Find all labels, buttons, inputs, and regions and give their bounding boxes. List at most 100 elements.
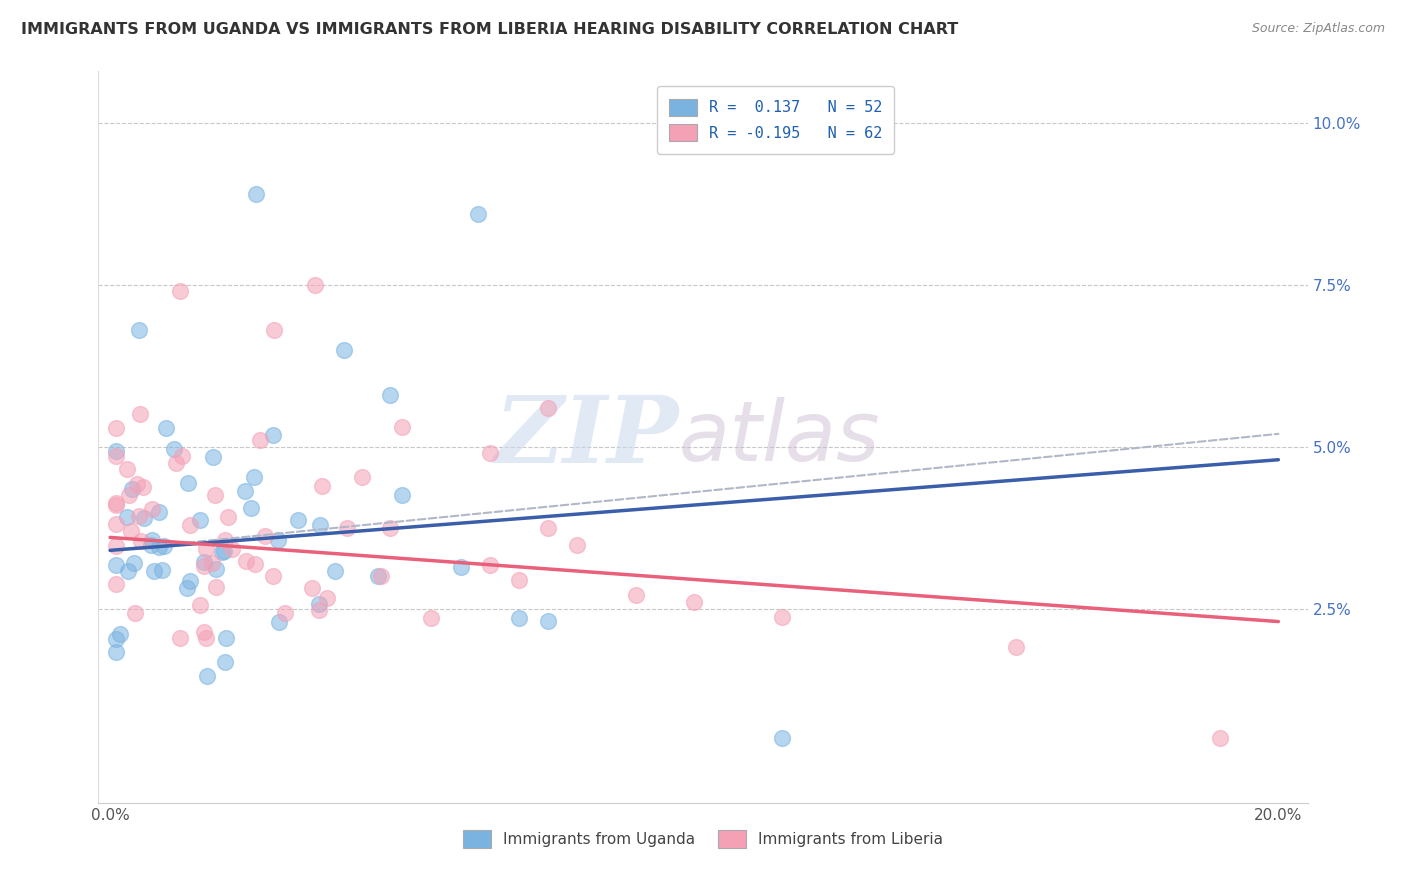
Point xyxy=(567,538,589,552)
Point xyxy=(267,615,290,629)
Point xyxy=(332,343,354,357)
Point xyxy=(165,457,187,471)
Point xyxy=(478,446,501,460)
Point xyxy=(104,558,127,573)
Point xyxy=(143,564,166,578)
Point xyxy=(204,580,226,594)
Point xyxy=(170,450,193,464)
Point xyxy=(169,631,191,645)
Point xyxy=(104,516,127,531)
Point xyxy=(308,597,330,611)
Point xyxy=(201,450,224,465)
Point xyxy=(263,323,285,337)
Point xyxy=(120,524,142,539)
Point xyxy=(104,645,127,659)
Point xyxy=(204,488,226,502)
Point xyxy=(188,598,211,612)
Point xyxy=(104,539,127,553)
Point xyxy=(254,529,277,543)
Point xyxy=(197,669,219,683)
Point xyxy=(304,277,326,292)
Point xyxy=(163,442,186,457)
Point xyxy=(155,421,177,435)
Point xyxy=(176,476,198,491)
Point xyxy=(311,479,333,493)
Point xyxy=(169,285,191,299)
Point xyxy=(217,510,239,524)
Point xyxy=(115,509,138,524)
Point xyxy=(243,469,266,483)
Point xyxy=(201,556,224,570)
Point xyxy=(336,521,359,535)
Point xyxy=(420,610,443,624)
Point xyxy=(139,538,162,552)
Point xyxy=(537,615,560,629)
Point xyxy=(195,632,218,646)
Point xyxy=(309,518,332,533)
Point xyxy=(315,591,337,605)
Point xyxy=(239,501,262,516)
Point xyxy=(211,545,233,559)
Point xyxy=(380,388,402,402)
Point xyxy=(478,558,501,572)
Point xyxy=(117,565,139,579)
Point xyxy=(104,450,127,464)
Point xyxy=(132,511,155,525)
Point xyxy=(128,509,150,524)
Point xyxy=(132,479,155,493)
Point xyxy=(179,517,201,532)
Point xyxy=(176,581,198,595)
Point xyxy=(262,427,284,442)
Point xyxy=(301,581,323,595)
Point xyxy=(245,557,267,571)
Point xyxy=(104,632,127,646)
Point xyxy=(214,533,236,547)
Point xyxy=(287,513,309,527)
Point xyxy=(215,631,238,645)
Point xyxy=(141,502,163,516)
Point xyxy=(104,444,127,458)
Point xyxy=(467,207,489,221)
Point xyxy=(770,609,793,624)
Point xyxy=(153,539,176,553)
Point xyxy=(352,470,374,484)
Point xyxy=(267,533,290,547)
Point xyxy=(104,498,127,512)
Point xyxy=(205,562,228,576)
Point xyxy=(188,513,211,527)
Point xyxy=(124,606,146,620)
Point xyxy=(233,483,256,498)
Point xyxy=(624,588,647,602)
Text: ZIP: ZIP xyxy=(495,392,679,482)
Point xyxy=(1004,640,1026,655)
Point xyxy=(148,505,170,519)
Point xyxy=(104,420,127,434)
Point xyxy=(249,434,271,448)
Point xyxy=(141,533,163,547)
Text: atlas: atlas xyxy=(679,397,880,477)
Point xyxy=(212,544,235,558)
Point xyxy=(380,521,402,535)
Point xyxy=(108,627,131,641)
Point xyxy=(104,495,127,509)
Point xyxy=(128,323,150,337)
Point xyxy=(129,407,152,421)
Point xyxy=(121,483,143,497)
Point xyxy=(308,603,330,617)
Point xyxy=(367,568,389,582)
Point xyxy=(770,731,793,745)
Point xyxy=(117,462,139,476)
Point xyxy=(537,401,560,415)
Point xyxy=(118,488,141,502)
Point xyxy=(391,487,413,501)
Point xyxy=(683,595,706,609)
Text: IMMIGRANTS FROM UGANDA VS IMMIGRANTS FROM LIBERIA HEARING DISABILITY CORRELATION: IMMIGRANTS FROM UGANDA VS IMMIGRANTS FRO… xyxy=(21,22,959,37)
Point xyxy=(245,187,267,202)
Point xyxy=(537,520,560,534)
Point xyxy=(508,574,530,588)
Point xyxy=(508,611,530,625)
Point xyxy=(274,607,297,621)
Point xyxy=(1209,731,1232,745)
Point xyxy=(262,568,284,582)
Point xyxy=(391,420,413,434)
